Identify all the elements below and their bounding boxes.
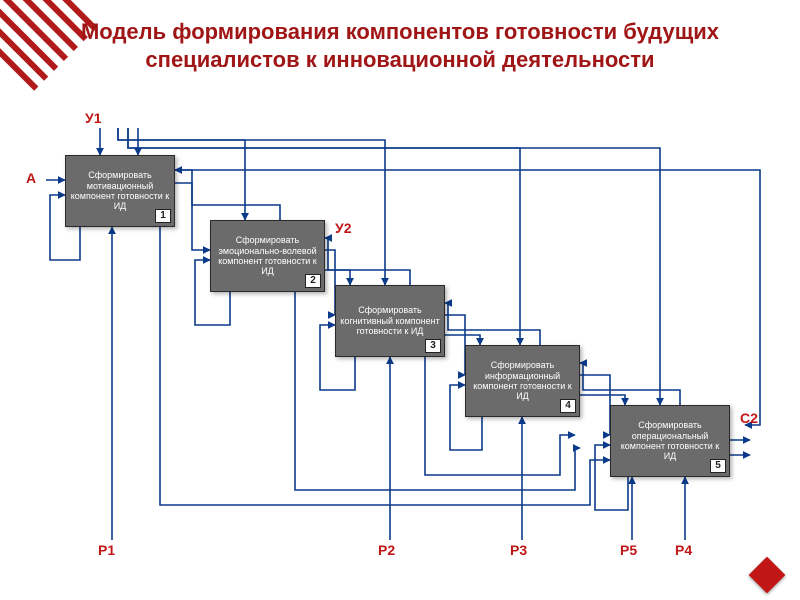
flow-edge bbox=[445, 303, 540, 345]
label-Р4: Р4 bbox=[675, 542, 692, 558]
flow-edge bbox=[175, 170, 280, 220]
node-1: Сформировать мотивационный компонент гот… bbox=[65, 155, 175, 227]
node-number: 2 bbox=[305, 274, 321, 288]
node-text: Сформировать когнитивный компонент готов… bbox=[340, 305, 440, 336]
node-text: Сформировать эмоционально-волевой компон… bbox=[215, 235, 320, 276]
node-number: 4 bbox=[560, 399, 576, 413]
label-А: А bbox=[26, 170, 36, 186]
node-text: Сформировать мотивационный компонент гот… bbox=[70, 170, 170, 211]
label-У2: У2 bbox=[335, 220, 352, 236]
label-Р1: Р1 bbox=[98, 542, 115, 558]
label-Р2: Р2 bbox=[378, 542, 395, 558]
label-Р5: Р5 bbox=[620, 542, 637, 558]
node-number: 1 bbox=[155, 209, 171, 223]
label-С2: С2 bbox=[740, 410, 758, 426]
node-text: Сформировать операциональный компонент г… bbox=[615, 420, 725, 461]
node-number: 5 bbox=[710, 459, 726, 473]
flow-edge bbox=[175, 183, 210, 250]
node-5: Сформировать операциональный компонент г… bbox=[610, 405, 730, 477]
flow-edge bbox=[325, 238, 410, 285]
page-title: Модель формирования компонентов готовнос… bbox=[0, 18, 800, 73]
flow-edge bbox=[580, 363, 680, 405]
diagram-canvas: Сформировать мотивационный компонент гот… bbox=[20, 110, 780, 580]
flow-edge bbox=[325, 250, 335, 315]
label-У1: У1 bbox=[85, 110, 102, 126]
node-3: Сформировать когнитивный компонент готов… bbox=[335, 285, 445, 357]
flow-edge bbox=[580, 375, 610, 435]
flow-edge bbox=[325, 270, 350, 285]
node-text: Сформировать информационный компонент го… bbox=[470, 360, 575, 401]
label-Р3: Р3 bbox=[510, 542, 527, 558]
flow-edge bbox=[445, 315, 465, 375]
node-number: 3 bbox=[425, 339, 441, 353]
node-2: Сформировать эмоционально-волевой компон… bbox=[210, 220, 325, 292]
flow-edge bbox=[445, 335, 480, 345]
flow-edge bbox=[580, 395, 625, 405]
node-4: Сформировать информационный компонент го… bbox=[465, 345, 580, 417]
flow-edge bbox=[128, 128, 660, 405]
